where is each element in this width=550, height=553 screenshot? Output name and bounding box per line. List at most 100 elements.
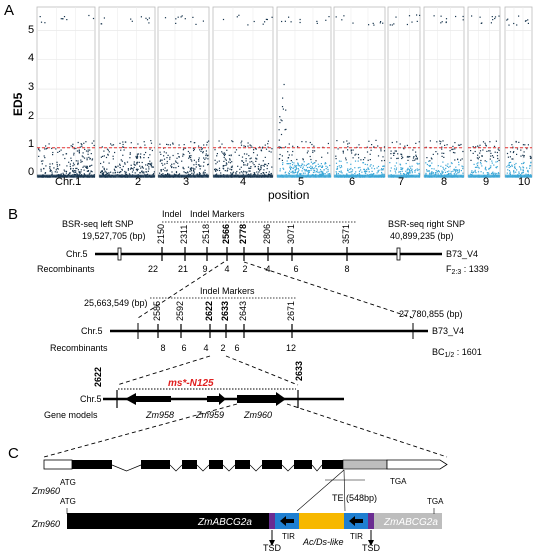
data-point <box>380 150 382 152</box>
data-point <box>437 165 439 167</box>
data-point <box>445 21 447 24</box>
data-point <box>523 156 525 158</box>
data-point <box>395 172 397 174</box>
data-point <box>193 169 195 171</box>
chr-label-4: 4 <box>240 176 246 188</box>
intron-7 <box>311 464 323 472</box>
data-point <box>489 158 491 160</box>
data-point <box>479 161 482 164</box>
data-point <box>287 163 289 165</box>
data-point <box>484 167 487 169</box>
data-point <box>485 169 487 171</box>
data-point <box>73 152 75 154</box>
data-point <box>119 167 121 169</box>
tir-label-left: TIR <box>282 532 295 541</box>
data-point <box>124 170 126 173</box>
data-point <box>325 19 327 21</box>
data-point <box>312 163 314 165</box>
data-point <box>110 171 112 173</box>
recombinant-count: 6 <box>181 343 186 353</box>
data-point <box>117 165 119 167</box>
data-point <box>471 173 473 176</box>
data-point <box>484 160 486 162</box>
data-point <box>187 171 189 173</box>
data-point <box>373 24 375 26</box>
data-point <box>279 153 281 156</box>
data-point <box>171 166 173 168</box>
data-point <box>391 141 393 144</box>
data-point <box>310 167 312 169</box>
data-point <box>242 172 244 174</box>
data-point <box>432 153 434 155</box>
exon-5 <box>235 460 250 469</box>
data-point <box>262 146 264 148</box>
data-point <box>171 166 173 169</box>
data-point <box>296 171 298 173</box>
data-point <box>182 149 184 151</box>
data-point <box>142 167 144 169</box>
data-point <box>493 164 495 166</box>
data-point <box>259 146 261 148</box>
data-point <box>321 170 323 172</box>
data-point <box>481 155 483 157</box>
data-point <box>511 158 513 160</box>
data-point <box>284 129 286 131</box>
data-point <box>513 171 515 173</box>
data-point <box>256 154 258 156</box>
data-point <box>470 159 472 161</box>
zoom-line-left-1 <box>137 261 225 319</box>
zoom-line-left-3 <box>43 403 238 458</box>
data-point <box>187 166 190 168</box>
data-point <box>251 160 253 163</box>
data-point <box>207 158 209 160</box>
data-point <box>267 146 269 148</box>
data-point <box>75 160 77 162</box>
data-point <box>362 162 365 164</box>
data-point <box>106 172 108 174</box>
data-point <box>390 153 392 155</box>
data-point <box>309 155 311 158</box>
data-point <box>381 168 383 170</box>
data-point <box>314 167 316 169</box>
data-point <box>418 173 420 175</box>
data-point <box>260 149 262 151</box>
insertion-line-left <box>296 469 345 512</box>
data-point <box>250 157 252 159</box>
data-point <box>65 170 68 172</box>
data-point <box>196 173 198 175</box>
data-point <box>80 171 82 173</box>
data-point <box>490 165 492 167</box>
data-point <box>495 161 497 163</box>
data-point <box>441 21 443 23</box>
data-point <box>508 162 510 164</box>
data-point <box>134 164 136 166</box>
data-point <box>82 156 84 158</box>
data-point <box>239 168 241 170</box>
data-point <box>516 24 518 26</box>
data-point <box>215 170 217 172</box>
data-point <box>265 148 268 150</box>
data-point <box>225 162 227 164</box>
data-point <box>75 147 77 150</box>
recombinant-count: 22 <box>148 264 158 274</box>
data-point <box>482 149 484 151</box>
baseline-cluster <box>213 174 273 178</box>
data-point <box>73 148 75 150</box>
data-point <box>79 172 81 174</box>
data-point <box>311 143 313 146</box>
data-point <box>495 140 497 142</box>
data-point <box>85 141 87 143</box>
data-point <box>103 17 105 19</box>
data-point <box>498 149 500 151</box>
data-point <box>458 161 460 163</box>
baseline-cluster <box>158 174 209 178</box>
data-point <box>435 169 437 172</box>
data-point <box>410 167 412 169</box>
data-point <box>508 164 510 167</box>
baseline-cluster <box>468 174 500 178</box>
data-point <box>281 120 283 122</box>
data-point <box>529 157 532 159</box>
data-point <box>383 159 386 162</box>
data-point <box>164 170 166 172</box>
data-point <box>283 168 285 170</box>
